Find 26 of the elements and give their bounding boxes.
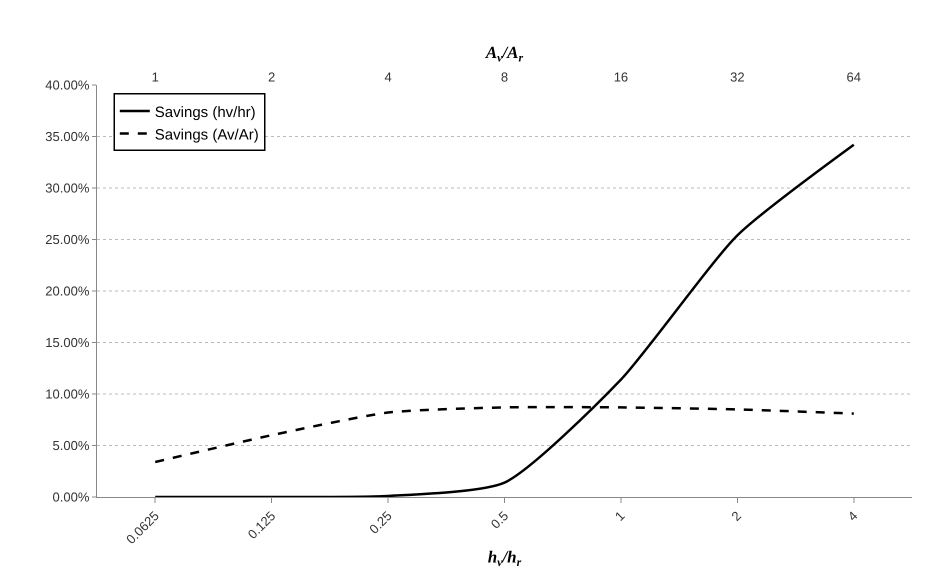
y-tick-label: 30.00% [45,180,90,196]
x2-tick-label: 64 [846,69,862,84]
x2-tick-label: 32 [730,69,745,84]
x-axis-title: h$_{v}$/h$_{r}$ [488,547,522,569]
legend-label: Savings (Av/Ar) [154,126,259,144]
x-tick-label: 2 [728,508,744,524]
y-tick-label: 25.00% [45,232,90,248]
x2-tick-label: 1 [152,69,159,84]
x-tick-label: 1 [612,508,628,524]
x2-tick-label: 4 [384,69,392,84]
x2-tick-label: 16 [614,69,628,84]
y-tick-label: 40.00% [45,78,90,93]
x2-tick-label: 2 [268,69,276,84]
y-tick-label: 15.00% [45,335,90,350]
x-tick-label: 4 [844,508,861,524]
line-series [154,143,856,497]
x-tick-label: 0.5 [488,508,512,532]
x2-tick-label: 8 [500,69,508,84]
y-tick-label: 10.00% [45,386,90,402]
x-tick-label: 0.25 [366,508,395,537]
y-tick-label: 5.00% [52,438,90,454]
x2-axis-title: A$_{v}$/A$_{r}$ [484,42,524,65]
y-tick-label: 0.00% [52,490,90,505]
y-tick-label: 20.00% [45,284,90,299]
legend-label: Savings (hv/hr) [154,104,256,121]
y-tick-label: 35.00% [45,129,90,144]
